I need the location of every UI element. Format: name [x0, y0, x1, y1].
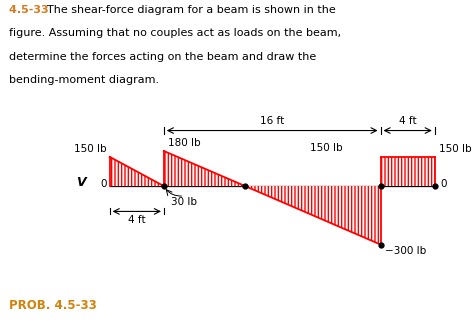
- Text: 4.5-33: 4.5-33: [9, 5, 52, 15]
- Text: 0: 0: [100, 179, 107, 189]
- Text: 0: 0: [440, 179, 447, 189]
- Text: 150 lb: 150 lb: [310, 143, 343, 153]
- Polygon shape: [245, 186, 381, 244]
- Text: 150 lb: 150 lb: [439, 144, 472, 154]
- Text: PROB. 4.5-33: PROB. 4.5-33: [9, 299, 96, 312]
- Text: 30 lb: 30 lb: [171, 197, 197, 207]
- Text: V: V: [76, 176, 85, 189]
- Text: 4 ft: 4 ft: [399, 116, 417, 126]
- Text: The shear-force diagram for a beam is shown in the: The shear-force diagram for a beam is sh…: [47, 5, 336, 15]
- Text: figure. Assuming that no couples act as loads on the beam,: figure. Assuming that no couples act as …: [9, 28, 341, 38]
- Polygon shape: [164, 151, 245, 186]
- Text: 180 lb: 180 lb: [168, 138, 201, 148]
- Text: 16 ft: 16 ft: [260, 116, 284, 126]
- Polygon shape: [381, 157, 435, 186]
- Polygon shape: [109, 157, 164, 186]
- Text: −300 lb: −300 lb: [384, 247, 426, 257]
- Text: 4 ft: 4 ft: [128, 215, 146, 225]
- Text: determine the forces acting on the beam and draw the: determine the forces acting on the beam …: [9, 52, 316, 62]
- Text: 150 lb: 150 lb: [74, 144, 107, 154]
- Text: bending-moment diagram.: bending-moment diagram.: [9, 75, 159, 85]
